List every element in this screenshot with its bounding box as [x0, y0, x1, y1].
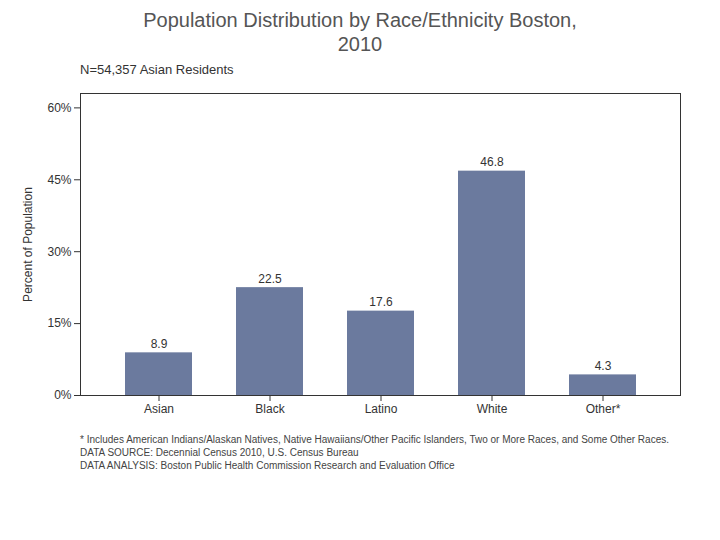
svg-text:0%: 0% — [54, 388, 72, 402]
svg-text:Percent of Population: Percent of Population — [21, 187, 35, 302]
svg-text:17.6: 17.6 — [369, 295, 393, 309]
svg-text:8.9: 8.9 — [151, 337, 168, 351]
svg-text:Other*: Other* — [586, 402, 621, 416]
html-text:DATA ANALYSIS: Boston Public H: DATA ANALYSIS: Boston Public Health Comm… — [80, 460, 455, 471]
html-text:DATA SOURCE: Decennial Census: DATA SOURCE: Decennial Census 2010, U.S.… — [80, 447, 359, 458]
html-text:N=54,357 Asian Residents: N=54,357 Asian Residents — [80, 62, 234, 77]
svg-text:15%: 15% — [47, 316, 71, 330]
svg-text:30%: 30% — [47, 245, 71, 259]
svg-text:60%: 60% — [47, 101, 71, 115]
svg-text:22.5: 22.5 — [258, 272, 282, 286]
html-text:Population Distribution by Rac: Population Distribution by Race/Ethnicit… — [143, 9, 577, 55]
svg-text:Latino: Latino — [365, 402, 398, 416]
svg-text:45%: 45% — [47, 173, 71, 187]
svg-text:Asian: Asian — [144, 402, 174, 416]
svg-text:4.3: 4.3 — [595, 359, 612, 373]
svg-text:White: White — [477, 402, 508, 416]
svg-text:Black: Black — [255, 402, 285, 416]
svg-text:46.8: 46.8 — [480, 155, 504, 169]
html-text:* Includes American Indians/Al: * Includes American Indians/Alaskan Nati… — [80, 434, 669, 445]
